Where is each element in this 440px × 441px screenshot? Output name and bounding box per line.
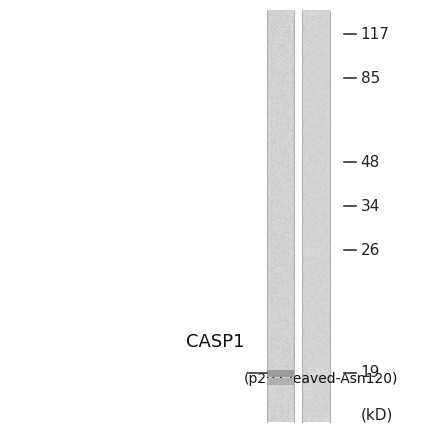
Bar	[267, 378, 294, 385]
Text: 48: 48	[361, 155, 380, 170]
Text: 34: 34	[361, 199, 380, 214]
Text: (kD): (kD)	[361, 407, 393, 422]
Text: (p20,Cleaved-Asn120): (p20,Cleaved-Asn120)	[244, 373, 399, 386]
Text: CASP1: CASP1	[186, 333, 244, 351]
Text: 19: 19	[361, 365, 380, 380]
Bar	[267, 370, 294, 377]
Text: 85: 85	[361, 71, 380, 86]
Text: 117: 117	[361, 27, 389, 42]
Text: 26: 26	[361, 243, 380, 258]
